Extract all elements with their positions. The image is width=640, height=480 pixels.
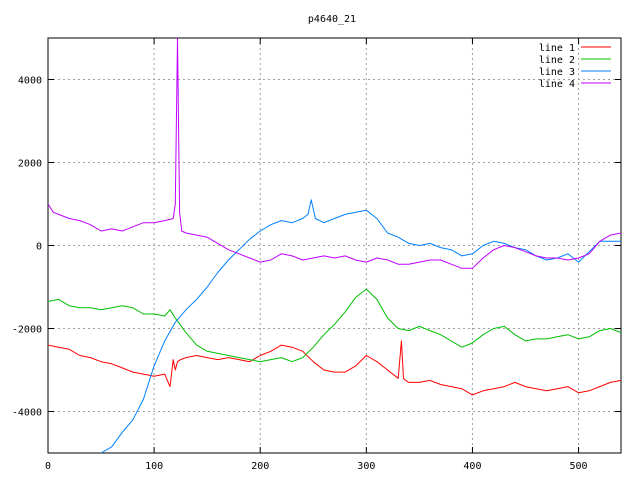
x-tick-label: 100	[145, 461, 163, 472]
x-tick-label: 500	[570, 461, 588, 472]
y-tick-label: 0	[36, 242, 42, 253]
series-line-1	[48, 340, 621, 396]
legend-label: line 2	[539, 55, 575, 66]
legend-label: line 1	[539, 43, 575, 54]
series-line-3	[100, 199, 621, 453]
x-tick-label: 0	[45, 461, 51, 472]
x-tick-label: 200	[251, 461, 269, 472]
series-line-4	[48, 38, 621, 269]
legend-label: line 3	[539, 67, 575, 78]
series-line-2	[48, 288, 621, 363]
x-tick-label: 300	[357, 461, 375, 472]
axis-ticks: 0 100 200 300 400 500 -4000 -2000 0 2000 4000	[12, 38, 621, 472]
chart-title: p4640_21	[308, 14, 356, 25]
data-series	[48, 38, 621, 453]
y-tick-label: 4000	[18, 76, 42, 87]
x-tick-label: 400	[463, 461, 481, 472]
grid-lines	[48, 38, 621, 453]
y-tick-label: 2000	[18, 159, 42, 170]
y-tick-label: -2000	[12, 325, 42, 336]
legend-label: line 4	[539, 79, 575, 90]
y-tick-label: -4000	[12, 408, 42, 419]
